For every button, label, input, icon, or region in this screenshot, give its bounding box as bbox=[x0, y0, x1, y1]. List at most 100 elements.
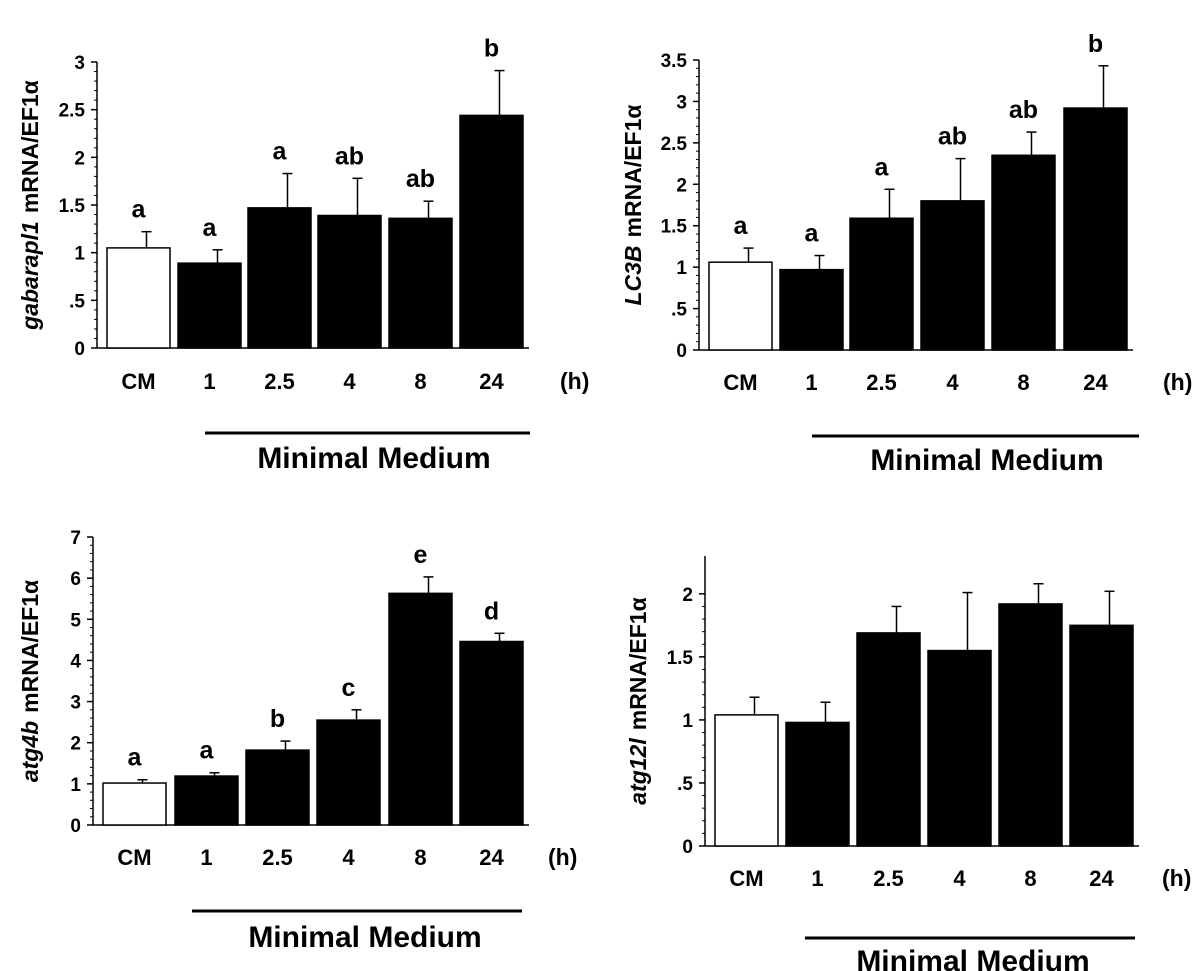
y-axis-label: LC3B mRNA/EF1α bbox=[620, 104, 646, 305]
significance-letter: a bbox=[875, 153, 890, 181]
bar-2.5 bbox=[849, 217, 914, 351]
y-tick-label: 2 bbox=[70, 734, 81, 755]
y-axis-label: atg12l mRNA/EF1α bbox=[625, 597, 651, 804]
bar-CM bbox=[714, 714, 779, 847]
significance-letter: a bbox=[128, 744, 143, 772]
x-tick-label: CM bbox=[729, 866, 763, 891]
bar-CM bbox=[102, 782, 167, 826]
y-tick-label: 5 bbox=[70, 610, 81, 631]
significance-letter: b bbox=[484, 35, 499, 63]
x-tick-label: 24 bbox=[479, 845, 504, 870]
x-tick-label: 8 bbox=[414, 845, 426, 870]
bar-2.5 bbox=[247, 207, 312, 349]
x-group-label: Minimal Medium bbox=[257, 442, 490, 475]
y-axis-gene-name: atg4b bbox=[17, 721, 43, 782]
y-tick-label: 0 bbox=[74, 339, 85, 360]
x-tick-label: 8 bbox=[1024, 866, 1036, 891]
significance-letter: d bbox=[484, 597, 499, 625]
y-tick-label: 3.5 bbox=[661, 51, 688, 72]
y-tick-label: 0 bbox=[676, 341, 687, 362]
bar-4 bbox=[316, 719, 381, 826]
y-tick-label: 0 bbox=[70, 816, 81, 837]
x-group-label: Minimal Medium bbox=[248, 921, 481, 954]
significance-letter: a bbox=[734, 212, 749, 240]
y-tick-label: 2.5 bbox=[661, 134, 688, 155]
y-tick-label: 4 bbox=[70, 651, 81, 672]
significance-letter: a bbox=[805, 220, 820, 248]
bar-1 bbox=[779, 268, 844, 351]
bar-4 bbox=[927, 649, 992, 847]
y-tick-label: 1 bbox=[676, 258, 687, 279]
x-tick-label: 1 bbox=[203, 369, 215, 394]
y-tick-label: 2 bbox=[682, 585, 693, 606]
bar-1 bbox=[785, 721, 850, 847]
y-tick-label: 6 bbox=[70, 569, 81, 590]
bar-24 bbox=[459, 640, 524, 826]
y-tick-label: 2.5 bbox=[59, 101, 86, 122]
significance-letter: ab bbox=[406, 165, 435, 193]
x-tick-label: 1 bbox=[200, 845, 212, 870]
y-tick-label: .5 bbox=[671, 300, 687, 321]
bar-CM bbox=[106, 247, 171, 349]
y-axis-label-rest: mRNA/EF1α bbox=[17, 580, 43, 713]
x-tick-label: CM bbox=[121, 369, 155, 394]
y-tick-label: 1 bbox=[74, 244, 85, 265]
significance-letter: a bbox=[132, 196, 147, 224]
x-tick-label: 1 bbox=[805, 370, 817, 395]
x-tick-label: 2.5 bbox=[866, 370, 897, 395]
y-axis-label-rest: mRNA/EF1α bbox=[17, 80, 43, 213]
y-tick-label: 3 bbox=[70, 693, 81, 714]
x-tick-label: 8 bbox=[414, 369, 426, 394]
y-tick-label: 0 bbox=[682, 837, 693, 858]
x-unit-label: (h) bbox=[1162, 865, 1191, 891]
significance-letter: b bbox=[270, 705, 285, 733]
y-tick-label: 1.5 bbox=[661, 217, 688, 238]
bar-8 bbox=[388, 592, 453, 826]
bar-24 bbox=[1063, 107, 1128, 351]
y-tick-label: 1 bbox=[682, 711, 693, 732]
y-tick-label: 7 bbox=[70, 528, 81, 549]
y-axis-gene-name: LC3B bbox=[620, 245, 646, 305]
significance-letter: b bbox=[1088, 30, 1103, 58]
x-tick-label: 2.5 bbox=[873, 866, 904, 891]
chart-panel-3: 0 1 2 3 4 5 6 7 a CM a 1 b 2.5 c 4 e 8 d 24 (h) Minimal Mediu… bbox=[17, 528, 577, 954]
bar-24 bbox=[1069, 624, 1134, 847]
significance-letter: ab bbox=[1009, 96, 1038, 124]
bar-CM bbox=[708, 261, 773, 351]
y-tick-label: 3 bbox=[74, 53, 85, 74]
chart-panel-2: 0 .5 1 1.5 2 2.5 3 3.5 a CM a 1 a 2.5 ab 4 ab 8 b 24 (h) Mini… bbox=[620, 30, 1192, 477]
x-tick-label: 4 bbox=[343, 369, 356, 394]
x-tick-label: 4 bbox=[342, 845, 355, 870]
bar-4 bbox=[317, 214, 382, 349]
x-unit-label: (h) bbox=[548, 844, 577, 870]
x-unit-label: (h) bbox=[560, 368, 589, 394]
y-axis-label-rest: mRNA/EF1α bbox=[625, 597, 651, 730]
x-tick-label: 4 bbox=[946, 370, 959, 395]
y-tick-label: 1.5 bbox=[59, 196, 86, 217]
x-tick-label: 2.5 bbox=[262, 845, 293, 870]
significance-letter: ab bbox=[335, 142, 364, 170]
bar-24 bbox=[459, 114, 524, 349]
y-tick-label: 3 bbox=[676, 92, 687, 113]
chart-panel-4: 0 .5 1 1.5 2 CM 1 2.5 4 8 24 (h) Minimal Medium atg12… bbox=[625, 556, 1191, 971]
bar-2.5 bbox=[856, 632, 921, 847]
significance-letter: c bbox=[342, 674, 356, 702]
x-tick-label: 24 bbox=[479, 369, 504, 394]
bar-1 bbox=[174, 775, 239, 826]
bar-8 bbox=[998, 603, 1063, 847]
x-tick-label: 2.5 bbox=[264, 369, 295, 394]
x-tick-label: 1 bbox=[811, 866, 823, 891]
chart-panel-1: 0 .5 1 1.5 2 2.5 3 a CM a 1 a 2.5 ab 4 ab 8 b 24 (h) Minimal… bbox=[17, 35, 589, 475]
bar-4 bbox=[920, 200, 985, 351]
y-axis-label-rest: mRNA/EF1α bbox=[620, 104, 646, 237]
y-axis-label: atg4b mRNA/EF1α bbox=[17, 580, 43, 782]
bar-8 bbox=[991, 154, 1056, 351]
significance-letter: a bbox=[203, 214, 218, 242]
x-tick-label: 8 bbox=[1017, 370, 1029, 395]
y-tick-label: 2 bbox=[74, 148, 85, 169]
bar-2.5 bbox=[245, 749, 310, 826]
significance-letter: ab bbox=[938, 123, 967, 151]
x-group-label: Minimal Medium bbox=[870, 444, 1103, 477]
x-tick-label: 24 bbox=[1083, 370, 1108, 395]
